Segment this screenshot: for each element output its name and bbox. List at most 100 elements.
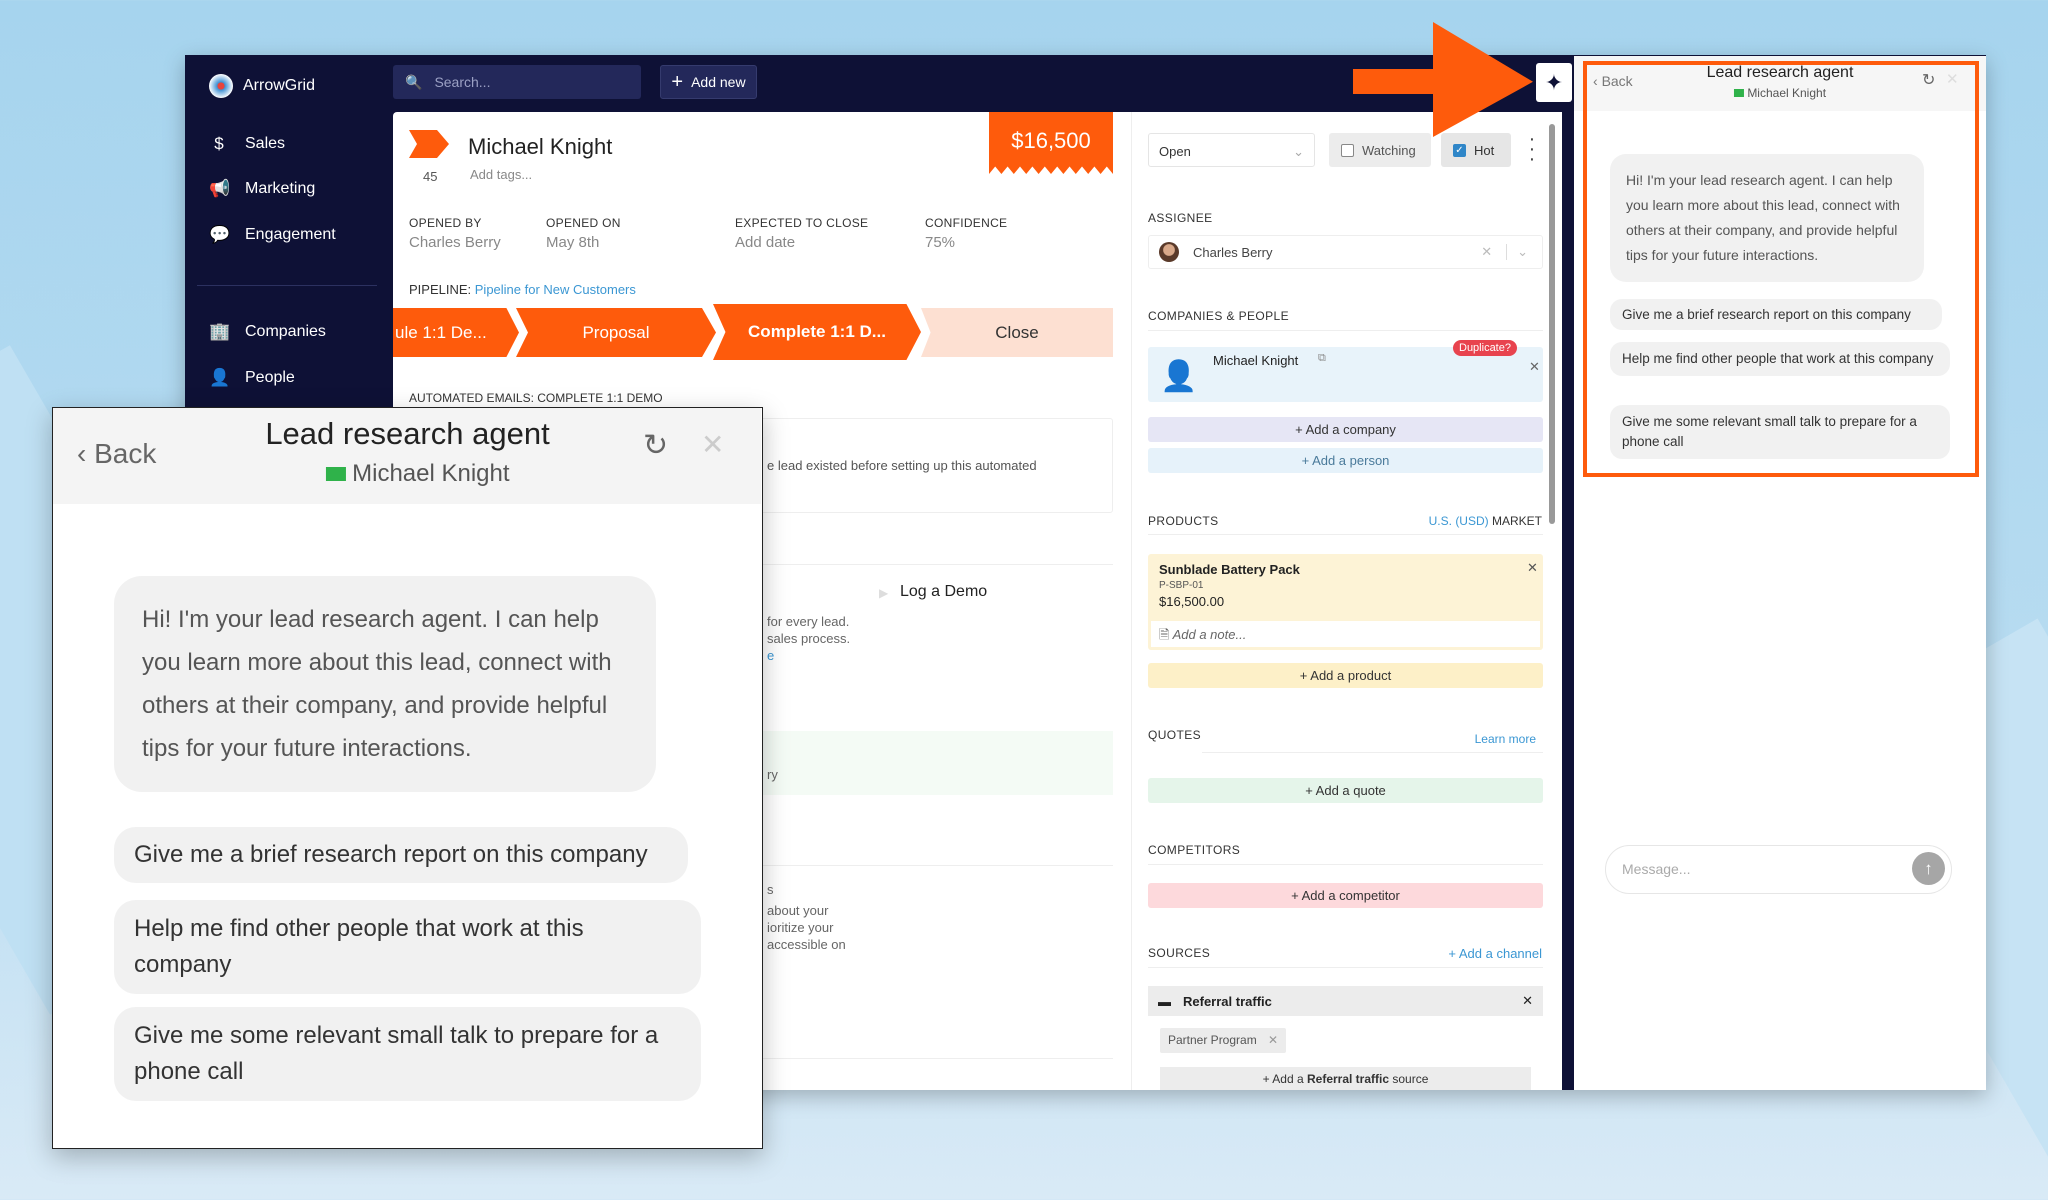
add-new-button[interactable]: + Add new (660, 65, 757, 99)
agent-side-panel: ‹ Back Lead research agent Michael Knigh… (1574, 56, 1986, 1090)
remove-chip-icon[interactable]: ✕ (1268, 1033, 1279, 1047)
sidebar-item-engagement[interactable]: 💬 Engagement (209, 225, 336, 245)
expected-close-value[interactable]: Add date (735, 234, 796, 251)
sidebar-item-companies[interactable]: 🏢 Companies (209, 322, 326, 342)
stage-label: Proposal (582, 322, 650, 342)
deal-value: $16,500 (1011, 128, 1091, 153)
add-tags-input[interactable]: Add tags... (470, 167, 533, 182)
scrollbar[interactable] (1549, 124, 1555, 524)
field-label: Confidence (925, 216, 1008, 230)
divider (1202, 752, 1543, 753)
message-input[interactable]: Message... (1605, 845, 1952, 894)
opened-on-value[interactable]: May 8th (546, 234, 600, 251)
sidebar-item-people[interactable]: 👤 People (209, 368, 295, 388)
remove-icon[interactable]: ✕ (1529, 359, 1540, 374)
suggestion-small-talk[interactable]: Give me some relevant small talk to prep… (114, 1007, 701, 1101)
agent-header (1574, 56, 1986, 111)
watching-label: Watching (1362, 142, 1416, 158)
back-label: Back (94, 438, 157, 469)
assignee-select[interactable]: Charles Berry ✕ ⌄ (1148, 235, 1543, 269)
chevron-down-icon[interactable]: ⌄ (1506, 244, 1528, 260)
pipeline-link[interactable]: Pipeline for New Customers (474, 282, 636, 297)
lead-score: 45 (423, 169, 438, 184)
watching-toggle[interactable]: Watching (1329, 133, 1431, 167)
market-selector[interactable]: U.S. (USD) MARKET (1429, 514, 1542, 528)
stage-proposal[interactable]: Proposal (516, 308, 716, 357)
learn-more-link[interactable]: Learn more (1474, 732, 1536, 746)
suggestion-research-report[interactable]: Give me a brief research report on this … (114, 827, 688, 883)
chevron-left-icon: ‹ (77, 438, 87, 469)
refresh-icon[interactable]: ↻ (1922, 72, 1936, 89)
send-button[interactable]: ↑ (1912, 852, 1945, 885)
remove-icon[interactable]: ✕ (1522, 993, 1533, 1008)
person-icon: 👤 (1160, 360, 1198, 393)
remove-icon[interactable]: ✕ (1527, 560, 1538, 575)
search-icon: 🔍 (405, 73, 423, 90)
suggestion-find-people[interactable]: Help me find other people that work at t… (114, 900, 701, 994)
product-sku: P-SBP-01 (1159, 580, 1204, 591)
stage-close[interactable]: Close (921, 308, 1113, 357)
stage-schedule-demo[interactable]: ule 1:1 De... (393, 308, 519, 357)
person-card[interactable]: 👤 Michael Knight ⧉ Duplicate? ✕ (1148, 340, 1543, 402)
add-new-label: Add new (691, 74, 746, 90)
close-icon[interactable]: ✕ (1946, 71, 1959, 88)
suggestion-find-people[interactable]: Help me find other people that work at t… (1610, 342, 1950, 376)
field-label: Expected to close (735, 216, 869, 230)
source-name: Referral traffic (1183, 993, 1272, 1009)
note-icon: 🗎 (1159, 627, 1170, 642)
divider (753, 1058, 1113, 1059)
add-source-text: + Add a (1262, 1072, 1304, 1086)
duplicate-badge[interactable]: Duplicate? (1453, 340, 1517, 356)
sidebar-item-sales[interactable]: $ Sales (209, 134, 285, 154)
add-competitor-button[interactable]: + Add a competitor (1148, 883, 1543, 908)
info-link[interactable]: e (767, 648, 775, 663)
flag-icon (1733, 89, 1744, 97)
confidence-value[interactable]: 75% (925, 234, 956, 251)
search-input[interactable]: 🔍 Search... (393, 65, 641, 99)
add-quote-button[interactable]: + Add a quote (1148, 778, 1543, 803)
close-icon[interactable]: ✕ (701, 429, 725, 460)
info-text: about your (767, 903, 829, 918)
plus-icon: + (671, 70, 684, 93)
clear-icon[interactable]: ✕ (1481, 244, 1493, 259)
suggestion-research-report[interactable]: Give me a brief research report on this … (1610, 299, 1942, 330)
info-text: accessible on (767, 937, 846, 952)
add-person-button[interactable]: + Add a person (1148, 448, 1543, 473)
market-currency[interactable]: U.S. (USD) (1428, 514, 1489, 528)
add-company-button[interactable]: + Add a company (1148, 417, 1543, 442)
copy-icon[interactable]: ⧉ (1318, 352, 1326, 364)
more-options-icon[interactable]: · · · (1528, 128, 1536, 170)
status-select[interactable]: Open ⌄ (1148, 133, 1315, 167)
suggestion-small-talk[interactable]: Give me some relevant small talk to prep… (1610, 405, 1950, 459)
chevron-down-icon: ⌄ (1293, 144, 1304, 159)
back-button[interactable]: ‹ Back (1593, 73, 1633, 89)
dollar-icon: $ (214, 134, 224, 153)
sidebar-item-marketing[interactable]: 📢 Marketing (209, 179, 315, 199)
product-note-input[interactable]: 🗎 Add a note... (1151, 621, 1540, 647)
opened-by-value[interactable]: Charles Berry (409, 234, 501, 251)
add-source-text: Referral traffic (1306, 1072, 1390, 1086)
automated-emails-label: AUTOMATED EMAILS: COMPLETE 1:1 DEMO (409, 391, 663, 405)
divider (1148, 864, 1543, 865)
divider (1148, 534, 1543, 535)
note-placeholder: Add a note... (1172, 627, 1247, 642)
back-button[interactable]: ‹ Back (77, 438, 156, 470)
competitors-label: COMPETITORS (1148, 843, 1241, 857)
stage-complete-demo[interactable]: Complete 1:1 D... (713, 304, 921, 360)
refresh-icon[interactable]: ↻ (643, 429, 669, 462)
person-icon: 👤 (209, 368, 231, 387)
person-name[interactable]: Michael Knight (1213, 353, 1299, 368)
agent-zoomed-callout: ‹ Back Lead research agent Michael Knigh… (52, 407, 763, 1149)
log-demo-link[interactable]: Log a Demo (900, 583, 988, 600)
add-channel-link[interactable]: + Add a channel (1448, 946, 1542, 961)
market-label: MARKET (1491, 514, 1542, 528)
automated-email-text: e lead existed before setting up this au… (767, 458, 1037, 473)
sources-label: SOURCES (1148, 946, 1211, 960)
search-placeholder: Search... (434, 74, 491, 90)
add-product-button[interactable]: + Add a product (1148, 663, 1543, 688)
ai-agent-button[interactable]: ✦ (1536, 63, 1572, 102)
products-label: PRODUCTS (1148, 514, 1219, 528)
add-source-button[interactable]: + Add a Referral traffic source (1160, 1067, 1531, 1090)
lead-name: Michael Knight (1747, 86, 1827, 100)
hot-toggle[interactable]: ✓ Hot (1441, 133, 1511, 167)
